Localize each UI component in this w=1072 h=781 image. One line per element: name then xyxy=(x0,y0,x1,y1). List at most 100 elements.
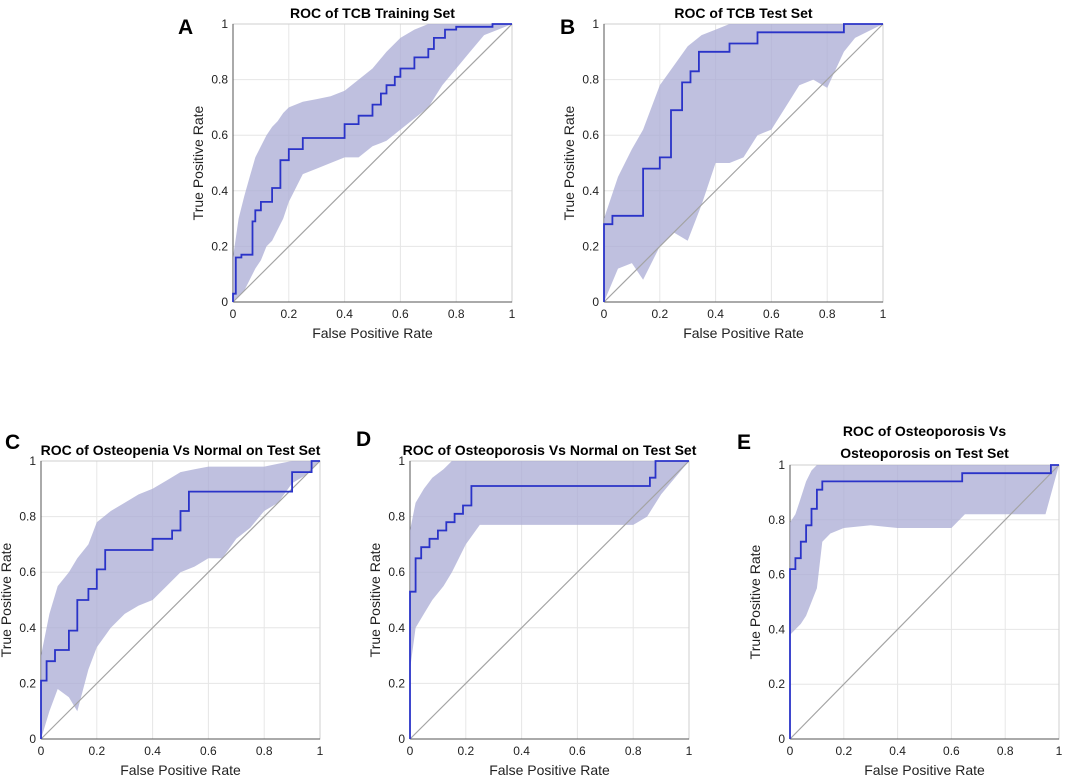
y-tick-label: 0 xyxy=(398,732,405,746)
roc-curve xyxy=(40,460,320,739)
x-tick-label: 0 xyxy=(230,307,237,321)
y-axis-label: True Positive Rate xyxy=(747,544,763,659)
roc-curve xyxy=(409,460,689,739)
x-tick-label: 0.4 xyxy=(144,744,161,758)
confidence-band xyxy=(233,24,512,302)
confidence-band xyxy=(410,461,689,670)
confidence-band xyxy=(790,465,1059,635)
y-tick-label: 0.6 xyxy=(19,565,36,579)
y-tick-label: 0.4 xyxy=(211,184,228,198)
x-tick-label: 0.2 xyxy=(280,307,297,321)
x-tick-label: 0.6 xyxy=(200,744,217,758)
y-tick-label: 0.6 xyxy=(582,128,599,142)
chart-title: ROC of TCB Training Set xyxy=(290,5,455,21)
x-tick-label: 0.2 xyxy=(88,744,105,758)
y-tick-label: 1 xyxy=(29,454,36,468)
chart-title: ROC of Osteoporosis Vs Normal on Test Se… xyxy=(403,442,697,458)
x-tick-label: 0.4 xyxy=(513,744,530,758)
chance-line xyxy=(40,460,321,740)
chart-title: ROC of TCB Test Set xyxy=(674,5,813,21)
chart-title: ROC of Osteoporosis Vs xyxy=(843,423,1007,439)
chance-line xyxy=(603,23,884,303)
x-axis-label: False Positive Rate xyxy=(312,325,433,341)
y-tick-label: 0.2 xyxy=(19,676,36,690)
y-tick-label: 1 xyxy=(221,17,228,31)
x-tick-label: 0.6 xyxy=(763,307,780,321)
y-axis-label: True Positive Rate xyxy=(190,105,206,220)
x-axis-label: False Positive Rate xyxy=(489,762,610,778)
x-tick-label: 1 xyxy=(509,307,516,321)
x-tick-label: 0.4 xyxy=(707,307,724,321)
chart-title: Osteoporosis on Test Set xyxy=(840,445,1009,461)
x-axis-label: False Positive Rate xyxy=(120,762,241,778)
y-tick-label: 0.6 xyxy=(768,568,785,582)
chart-title: ROC of Osteopenia Vs Normal on Test Set xyxy=(41,442,321,458)
panel-letter: A xyxy=(178,16,193,39)
y-tick-label: 0.4 xyxy=(19,621,36,635)
panel-letter: D xyxy=(356,428,371,451)
y-tick-label: 0.6 xyxy=(211,128,228,142)
confidence-band xyxy=(41,461,320,739)
x-tick-label: 1 xyxy=(880,307,887,321)
x-axis-label: False Positive Rate xyxy=(683,325,804,341)
y-tick-label: 0 xyxy=(221,295,228,309)
roc-panel-e: E ROC of Osteoporosis Vs Osteoporosis on T… xyxy=(737,423,1063,778)
y-tick-label: 0.8 xyxy=(388,510,405,524)
x-tick-label: 0.8 xyxy=(819,307,836,321)
x-tick-label: 0.8 xyxy=(625,744,642,758)
x-tick-label: 0.2 xyxy=(835,744,852,758)
y-tick-label: 0 xyxy=(592,295,599,309)
x-tick-label: 1 xyxy=(1056,744,1063,758)
x-tick-label: 0.2 xyxy=(651,307,668,321)
roc-curve xyxy=(603,23,883,302)
panel-letter: E xyxy=(737,431,751,454)
roc-panel-c: C ROC of Osteopenia Vs Normal on Test Set… xyxy=(0,431,324,778)
y-axis-label: True Positive Rate xyxy=(0,542,14,657)
chance-line xyxy=(409,460,690,740)
y-tick-label: 1 xyxy=(778,458,785,472)
x-tick-label: 1 xyxy=(317,744,324,758)
chance-line xyxy=(789,464,1060,740)
panel-letter: B xyxy=(560,16,575,39)
y-axis-label: True Positive Rate xyxy=(561,105,577,220)
x-tick-label: 0 xyxy=(38,744,45,758)
y-tick-label: 1 xyxy=(592,17,599,31)
y-axis-label: True Positive Rate xyxy=(367,542,383,657)
roc-panel-d: D ROC of Osteoporosis Vs Normal on Test S… xyxy=(356,428,697,778)
roc-curve xyxy=(232,23,512,302)
x-tick-label: 0.2 xyxy=(457,744,474,758)
y-tick-label: 0.8 xyxy=(19,510,36,524)
x-tick-label: 0.8 xyxy=(448,307,465,321)
x-tick-label: 0.6 xyxy=(943,744,960,758)
y-tick-label: 0.8 xyxy=(211,73,228,87)
y-tick-label: 0.4 xyxy=(582,184,599,198)
x-tick-label: 0 xyxy=(407,744,414,758)
y-tick-label: 0.8 xyxy=(768,513,785,527)
panel-letter: C xyxy=(5,431,20,454)
y-tick-label: 0 xyxy=(778,732,785,746)
y-tick-label: 0.6 xyxy=(388,565,405,579)
x-tick-label: 1 xyxy=(686,744,693,758)
x-tick-label: 0 xyxy=(601,307,608,321)
x-tick-label: 0 xyxy=(787,744,794,758)
roc-panel-a: A ROC of TCB Training Set 0 0.2 0.4 0.6 0.8 1 0 0… xyxy=(178,5,516,341)
y-tick-label: 0.4 xyxy=(388,621,405,635)
x-tick-label: 0.6 xyxy=(392,307,409,321)
y-tick-label: 0.8 xyxy=(582,73,599,87)
y-tick-label: 1 xyxy=(398,454,405,468)
y-tick-label: 0.2 xyxy=(211,239,228,253)
y-tick-label: 0.4 xyxy=(768,622,785,636)
y-tick-label: 0.2 xyxy=(768,677,785,691)
x-tick-label: 0.4 xyxy=(889,744,906,758)
x-tick-label: 0.4 xyxy=(336,307,353,321)
roc-panel-b: B ROC of TCB Test Set 0 0.2 0.4 0.6 0.8 1 0 0.2 0.… xyxy=(560,5,887,341)
y-tick-label: 0.2 xyxy=(582,239,599,253)
chance-line xyxy=(232,23,513,303)
x-tick-label: 0.8 xyxy=(997,744,1014,758)
x-tick-label: 0.6 xyxy=(569,744,586,758)
roc-curve xyxy=(789,464,1059,739)
y-tick-label: 0.2 xyxy=(388,676,405,690)
y-tick-label: 0 xyxy=(29,732,36,746)
x-tick-label: 0.8 xyxy=(256,744,273,758)
